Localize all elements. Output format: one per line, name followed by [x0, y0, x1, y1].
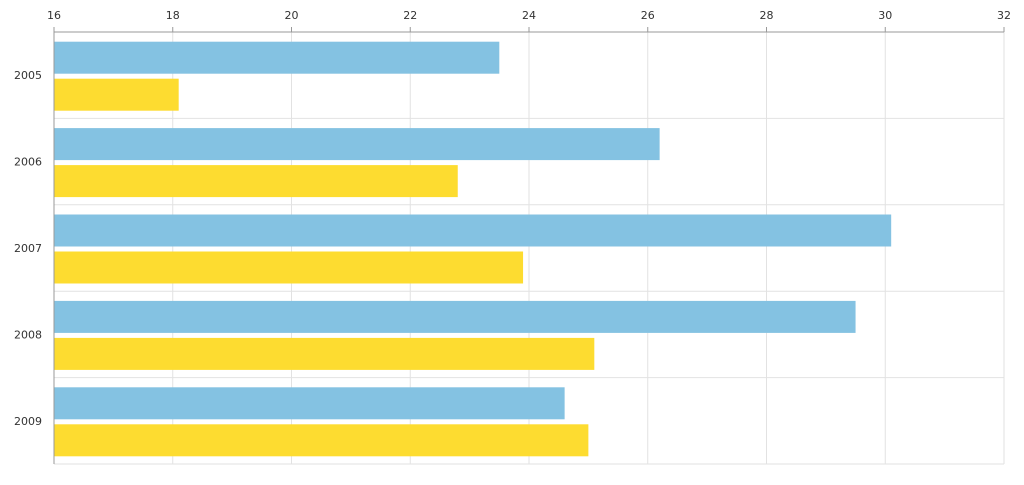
x-tick-label: 26: [641, 9, 655, 22]
tick-labels: 16 18 20 22 24 26 28 30 32 2005 2006 2007 2008 2009: [14, 9, 1011, 428]
bar-2007-series-2[interactable]: [54, 251, 524, 284]
bar-2009-series-2[interactable]: [54, 424, 589, 457]
bar-2005-series-1[interactable]: [54, 41, 500, 74]
bar-2005-series-2[interactable]: [54, 78, 179, 111]
bars: [54, 41, 892, 457]
bar-2008-series-1[interactable]: [54, 300, 856, 333]
y-category-label: 2007: [14, 242, 42, 255]
bar-2007-series-1[interactable]: [54, 214, 892, 247]
x-tick-label: 22: [403, 9, 417, 22]
x-tick-label: 32: [997, 9, 1011, 22]
y-category-label: 2008: [14, 328, 42, 341]
x-tick-label: 28: [760, 9, 774, 22]
x-tick-label: 24: [522, 9, 536, 22]
x-tick-label: 16: [47, 9, 61, 22]
y-category-label: 2006: [14, 156, 42, 169]
bar-2009-series-1[interactable]: [54, 387, 565, 420]
axes: [53, 27, 1005, 464]
y-category-label: 2005: [14, 69, 42, 82]
y-category-label: 2009: [14, 415, 42, 428]
bar-2006-series-1[interactable]: [54, 128, 660, 161]
x-tick-label: 18: [166, 9, 180, 22]
x-tick-label: 20: [285, 9, 299, 22]
x-tick-label: 30: [878, 9, 892, 22]
bar-2006-series-2[interactable]: [54, 165, 458, 198]
bar-2008-series-2[interactable]: [54, 337, 595, 370]
